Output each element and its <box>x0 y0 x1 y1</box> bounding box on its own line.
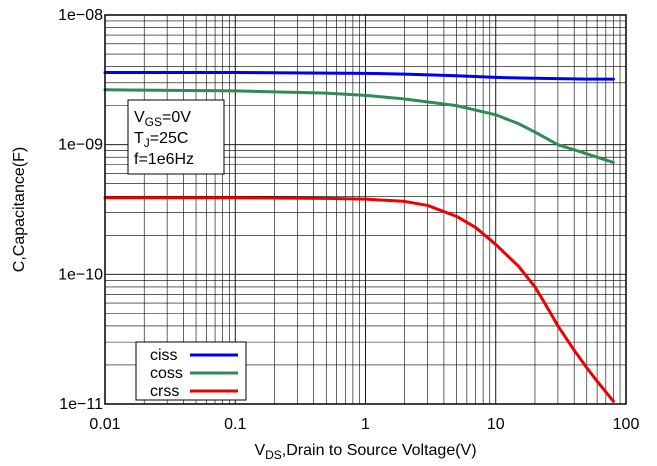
y-tick-label: 1e−11 <box>59 396 103 413</box>
y-tick-label: 1e−09 <box>58 137 103 154</box>
y-tick-labels: 1e−11 1e−10 1e−09 1e−08 <box>58 7 103 413</box>
x-axis-label: VDS,Drain to Source Voltage(V) <box>254 442 476 462</box>
x-axis-label-main: V <box>254 442 265 459</box>
x-tick-label: 0.01 <box>89 416 120 433</box>
series-line-coss <box>103 88 615 164</box>
y-tick-label: 1e−08 <box>58 7 103 24</box>
series-line-ciss <box>103 71 615 81</box>
conditions-box: VGS=0V TJ=25C f=1e6Hz <box>127 99 225 175</box>
x-tick-label: 0.1 <box>224 416 246 433</box>
x-tick-label: 100 <box>613 416 640 433</box>
legend-label-coss: coss <box>150 365 183 382</box>
x-tick-label: 10 <box>487 416 505 433</box>
legend-label-ciss: ciss <box>150 347 178 364</box>
x-axis-label-rest: ,Drain to Source Voltage(V) <box>282 442 477 459</box>
annotation-vgs: VGS=0V <box>134 109 191 129</box>
y-axis-label: C,Capacitance(F) <box>11 147 28 272</box>
legend-label-crss: crss <box>150 383 179 400</box>
grid-lines <box>104 15 626 405</box>
x-tick-labels: 0.01 0.1 1 10 100 <box>89 416 639 433</box>
plot-frame <box>104 14 627 405</box>
annotation-tj: TJ=25C <box>134 130 188 150</box>
x-tick-label: 1 <box>361 416 370 433</box>
y-tick-label: 1e−10 <box>58 266 103 283</box>
series-lines <box>103 71 615 403</box>
annotation-freq: f=1e6Hz <box>134 151 194 168</box>
x-axis-label-sub: DS <box>265 448 282 462</box>
series-line-crss <box>103 196 615 403</box>
